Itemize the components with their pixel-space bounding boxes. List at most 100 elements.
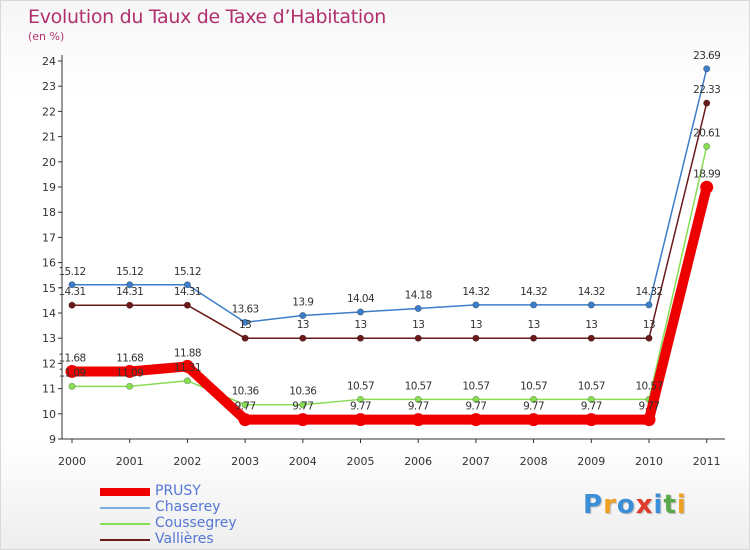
data-point-prusy <box>238 413 252 427</box>
data-label-vallières: 14.31 <box>174 286 201 298</box>
data-point-vallières <box>645 334 653 342</box>
data-label-prusy: 9.77 <box>465 401 486 413</box>
data-label-vallières: 13 <box>297 319 309 331</box>
data-point-coussegrey <box>241 401 249 409</box>
x-tick-label: 2011 <box>693 455 721 468</box>
data-point-prusy <box>411 413 425 427</box>
logo-letter: i <box>653 490 664 520</box>
chart-title: Evolution du Taux de Taxe d’Habitation <box>28 6 386 28</box>
data-point-coussegrey <box>356 395 364 403</box>
data-point-vallières <box>68 301 76 309</box>
x-tick-label: 2005 <box>347 455 375 468</box>
y-tick-label: 15 <box>42 282 56 295</box>
logo-letter: t <box>663 490 677 520</box>
data-label-prusy: 9.77 <box>523 401 544 413</box>
data-point-chaserey <box>587 301 595 309</box>
data-point-vallières <box>530 334 538 342</box>
chart-subtitle: (en %) <box>28 30 65 43</box>
data-point-chaserey <box>356 308 364 316</box>
legend-swatch-chaserey <box>100 507 150 509</box>
y-tick-label: 16 <box>42 257 56 270</box>
data-point-coussegrey <box>414 395 422 403</box>
data-label-coussegrey: 11.09 <box>58 367 85 379</box>
x-tick-label: 2000 <box>58 455 86 468</box>
data-point-prusy <box>180 359 194 373</box>
data-label-prusy: 9.77 <box>581 401 602 413</box>
y-tick-label: 21 <box>42 131 56 144</box>
data-label-coussegrey: 20.61 <box>693 127 720 139</box>
y-tick-label: 24 <box>42 55 56 68</box>
data-label-chaserey: 13.63 <box>232 303 259 315</box>
data-point-vallières <box>472 334 480 342</box>
data-point-coussegrey <box>183 377 191 385</box>
data-label-vallières: 14.31 <box>58 286 85 298</box>
data-label-vallières: 13 <box>585 319 597 331</box>
data-point-chaserey <box>472 301 480 309</box>
data-label-chaserey: 14.18 <box>405 289 432 301</box>
data-label-coussegrey: 10.57 <box>462 380 489 392</box>
data-label-vallières: 13 <box>470 319 482 331</box>
y-tick-label: 12 <box>42 357 56 370</box>
data-label-chaserey: 15.12 <box>174 266 201 278</box>
series-line-chaserey <box>71 68 708 324</box>
data-point-prusy <box>584 413 598 427</box>
data-label-prusy: 9.77 <box>639 401 660 413</box>
data-point-chaserey <box>703 65 711 73</box>
data-label-prusy: 9.77 <box>235 401 256 413</box>
data-label-coussegrey: 10.36 <box>289 386 317 398</box>
data-point-prusy <box>65 364 79 378</box>
data-label-prusy: 9.77 <box>408 401 429 413</box>
y-tick-label: 22 <box>42 105 56 118</box>
y-tick-label: 13 <box>42 332 56 345</box>
logo-letter: i <box>676 490 687 520</box>
data-label-vallières: 22.33 <box>693 84 720 96</box>
data-point-chaserey <box>530 301 538 309</box>
data-label-chaserey: 23.69 <box>693 50 720 62</box>
data-point-vallières <box>126 301 134 309</box>
y-tick-label: 10 <box>42 408 56 421</box>
data-point-coussegrey <box>472 395 480 403</box>
x-tick-label: 2002 <box>173 455 201 468</box>
data-label-coussegrey: 10.57 <box>635 380 662 392</box>
data-point-prusy <box>700 180 714 194</box>
data-point-vallières <box>183 301 191 309</box>
series-line-coussegrey <box>71 145 708 406</box>
data-point-prusy <box>642 413 656 427</box>
data-label-coussegrey: 10.57 <box>520 380 547 392</box>
data-point-prusy <box>354 413 367 427</box>
data-point-coussegrey <box>703 142 711 150</box>
logo-letter: x <box>635 490 654 520</box>
legend-swatch-coussegrey <box>100 523 150 525</box>
data-point-chaserey <box>299 312 307 320</box>
data-point-prusy <box>469 413 483 427</box>
data-label-chaserey: 13.9 <box>292 297 313 309</box>
legend-label-prusy: PRUSY <box>155 483 201 499</box>
logo-letter: o <box>616 490 636 520</box>
data-label-coussegrey: 11.09 <box>116 367 143 379</box>
data-point-prusy <box>527 413 541 427</box>
y-tick-label: 18 <box>42 206 56 219</box>
data-label-prusy: 9.77 <box>292 401 313 413</box>
data-point-chaserey <box>241 318 249 326</box>
data-label-prusy: 11.68 <box>116 352 143 364</box>
series-line-vallières <box>71 102 708 339</box>
data-label-chaserey: 14.32 <box>520 286 547 298</box>
data-point-prusy <box>296 413 310 427</box>
data-label-vallières: 13 <box>354 319 366 331</box>
data-point-chaserey <box>414 304 422 312</box>
data-point-coussegrey <box>530 395 538 403</box>
legend-label-chaserey: Chaserey <box>155 499 221 515</box>
logo-letter: P <box>583 490 604 520</box>
data-label-vallières: 13 <box>412 319 424 331</box>
data-point-vallières <box>414 334 422 342</box>
x-tick-label: 2009 <box>577 455 605 468</box>
data-label-coussegrey: 10.57 <box>578 380 605 392</box>
y-tick-label: 17 <box>42 231 56 244</box>
data-label-coussegrey: 10.57 <box>405 380 432 392</box>
legend-swatch-prusy <box>100 488 150 496</box>
data-label-chaserey: 15.12 <box>116 266 143 278</box>
data-label-chaserey: 14.32 <box>578 286 605 298</box>
data-point-chaserey <box>645 301 653 309</box>
